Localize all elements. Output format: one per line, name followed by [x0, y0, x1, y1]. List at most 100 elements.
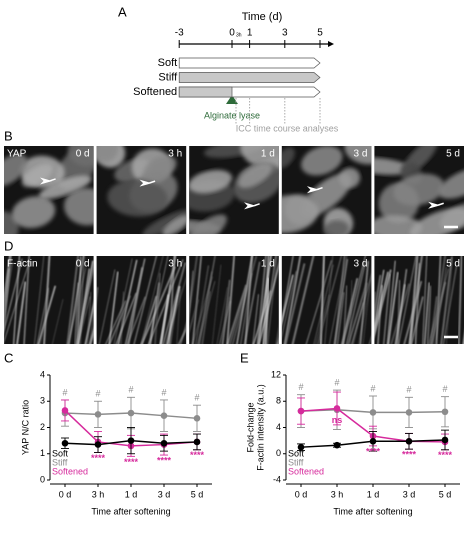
- significance: #: [370, 383, 375, 393]
- fiber: [216, 287, 229, 344]
- fiber: [347, 282, 368, 344]
- fiber: [33, 256, 45, 344]
- micrograph: [96, 146, 187, 234]
- time-label: 1 d: [261, 259, 275, 270]
- fiber: [374, 269, 385, 331]
- row-label: Softened: [133, 86, 177, 98]
- fiber: [424, 282, 430, 344]
- x-tick-label: 0 d: [59, 489, 72, 499]
- fiber: [226, 256, 236, 344]
- y-tick-label: 8: [276, 396, 281, 406]
- fiber: [219, 300, 231, 344]
- micrograph: [374, 146, 464, 234]
- cell: [301, 146, 343, 176]
- fiber: [315, 294, 330, 344]
- image-content: [96, 256, 187, 344]
- fiber: [98, 269, 116, 344]
- x-tick-label: 1 d: [125, 489, 138, 499]
- fiber: [362, 266, 372, 344]
- cell: [281, 194, 319, 234]
- fiber: [177, 327, 187, 344]
- fiber: [115, 292, 137, 344]
- time-label: 3 h: [168, 259, 182, 270]
- significance: #: [334, 377, 339, 387]
- tick-label: 0: [229, 28, 235, 39]
- fiber: [440, 256, 453, 344]
- fiber: [284, 263, 306, 344]
- data-point: [127, 409, 135, 417]
- arrow: [306, 186, 323, 194]
- data-point: [441, 436, 449, 444]
- cell: [323, 220, 349, 234]
- arrow: [139, 179, 156, 187]
- data-point: [405, 409, 413, 416]
- legend-entry: Stiff: [288, 457, 304, 467]
- micrograph: [281, 146, 372, 234]
- data-point: [193, 415, 201, 422]
- fiber: [434, 267, 447, 344]
- micrograph: [96, 256, 187, 344]
- fiber: [431, 256, 447, 344]
- fiber: [198, 256, 216, 344]
- data-point: [297, 443, 305, 451]
- fiber: [164, 277, 187, 344]
- x-tick-label: 1 d: [367, 489, 380, 499]
- significance: #: [442, 384, 447, 394]
- treatment-label: Alginate lyase: [204, 110, 260, 120]
- significance: ****: [157, 455, 172, 465]
- data-point: [94, 411, 102, 418]
- fiber: [159, 284, 171, 344]
- fiber: [195, 265, 210, 344]
- time-label: 3 d: [353, 259, 367, 270]
- fiber: [89, 311, 94, 344]
- y-tick-label: 4: [40, 369, 45, 379]
- fiber: [222, 296, 230, 344]
- fiber: [258, 262, 279, 344]
- fiber: [345, 264, 366, 344]
- fiber: [211, 264, 222, 344]
- x-tick-label: 3 h: [92, 489, 105, 499]
- fiber: [429, 296, 438, 344]
- significance: ns: [332, 415, 343, 425]
- arrow: [428, 201, 444, 209]
- tick-label: 1: [247, 28, 253, 39]
- fiber: [267, 256, 278, 344]
- panel-label: D: [4, 238, 13, 253]
- y-tick-label: 0: [40, 474, 45, 484]
- fiber: [264, 277, 270, 344]
- panel-label: A: [118, 4, 127, 19]
- image-content: [96, 146, 187, 234]
- fiber: [189, 299, 199, 334]
- fiber: [305, 260, 333, 344]
- micrograph: [4, 146, 94, 234]
- x-tick-label: 5 d: [439, 489, 452, 499]
- fiber: [84, 301, 94, 344]
- fiber: [342, 256, 366, 344]
- fiber: [148, 256, 169, 344]
- significance: ****: [438, 450, 453, 460]
- fiber: [192, 256, 202, 344]
- y-axis-label: Fold-change: [245, 402, 255, 452]
- time-label: 0 d: [76, 259, 90, 270]
- image-content: [189, 256, 279, 344]
- fiber: [256, 256, 267, 344]
- cell: [237, 162, 273, 189]
- x-tick-label: 3 d: [403, 489, 416, 499]
- row-label: Soft: [158, 57, 178, 69]
- data-point: [160, 439, 168, 447]
- panel-label: B: [4, 128, 13, 143]
- fiber: [341, 278, 359, 344]
- y-axis-label: YAP N/C ratio: [20, 400, 30, 455]
- fiber: [13, 256, 21, 344]
- fiber: [374, 271, 389, 335]
- row-label: Stiff: [158, 71, 178, 83]
- image-content: [4, 146, 94, 234]
- y-tick-label: 1: [40, 448, 45, 458]
- cell: [38, 175, 92, 199]
- cell: [409, 207, 464, 234]
- fiber: [127, 267, 144, 344]
- time-label: 3 h: [168, 149, 182, 160]
- treatment-marker: [226, 95, 238, 104]
- panel-label: C: [4, 350, 13, 365]
